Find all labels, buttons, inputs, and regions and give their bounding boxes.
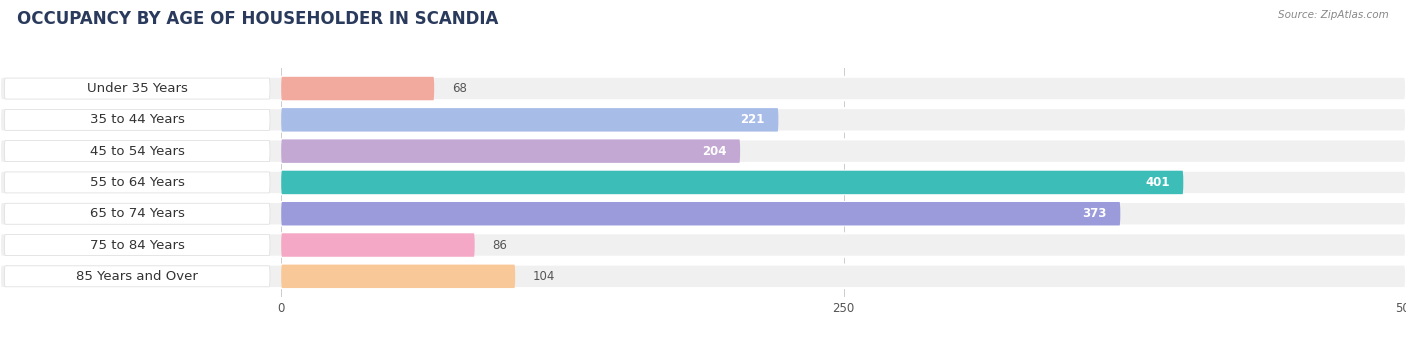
FancyBboxPatch shape — [4, 78, 270, 99]
FancyBboxPatch shape — [0, 202, 1406, 225]
Text: Source: ZipAtlas.com: Source: ZipAtlas.com — [1278, 10, 1389, 20]
Text: 68: 68 — [453, 82, 467, 95]
Text: 85 Years and Over: 85 Years and Over — [76, 270, 198, 283]
FancyBboxPatch shape — [4, 266, 270, 287]
FancyBboxPatch shape — [0, 108, 1406, 132]
Text: 65 to 74 Years: 65 to 74 Years — [90, 207, 184, 220]
FancyBboxPatch shape — [4, 172, 270, 193]
FancyBboxPatch shape — [4, 109, 270, 130]
Text: 75 to 84 Years: 75 to 84 Years — [90, 239, 184, 252]
Text: 373: 373 — [1083, 207, 1107, 220]
FancyBboxPatch shape — [0, 171, 1406, 194]
Text: Under 35 Years: Under 35 Years — [87, 82, 187, 95]
Text: 401: 401 — [1146, 176, 1170, 189]
FancyBboxPatch shape — [281, 202, 1121, 225]
Text: 86: 86 — [492, 239, 508, 252]
FancyBboxPatch shape — [4, 203, 270, 224]
FancyBboxPatch shape — [0, 139, 1406, 163]
Text: 55 to 64 Years: 55 to 64 Years — [90, 176, 184, 189]
Text: 45 to 54 Years: 45 to 54 Years — [90, 145, 184, 158]
Text: OCCUPANCY BY AGE OF HOUSEHOLDER IN SCANDIA: OCCUPANCY BY AGE OF HOUSEHOLDER IN SCAND… — [17, 10, 498, 28]
FancyBboxPatch shape — [281, 265, 515, 288]
FancyBboxPatch shape — [281, 108, 779, 132]
FancyBboxPatch shape — [281, 139, 740, 163]
FancyBboxPatch shape — [0, 77, 1406, 100]
Text: 104: 104 — [533, 270, 555, 283]
Text: 221: 221 — [741, 113, 765, 126]
FancyBboxPatch shape — [4, 235, 270, 255]
Text: 35 to 44 Years: 35 to 44 Years — [90, 113, 184, 126]
FancyBboxPatch shape — [0, 265, 1406, 288]
FancyBboxPatch shape — [281, 77, 434, 100]
FancyBboxPatch shape — [4, 140, 270, 162]
Text: 204: 204 — [702, 145, 727, 158]
FancyBboxPatch shape — [0, 233, 1406, 257]
FancyBboxPatch shape — [281, 171, 1184, 194]
FancyBboxPatch shape — [281, 233, 475, 257]
